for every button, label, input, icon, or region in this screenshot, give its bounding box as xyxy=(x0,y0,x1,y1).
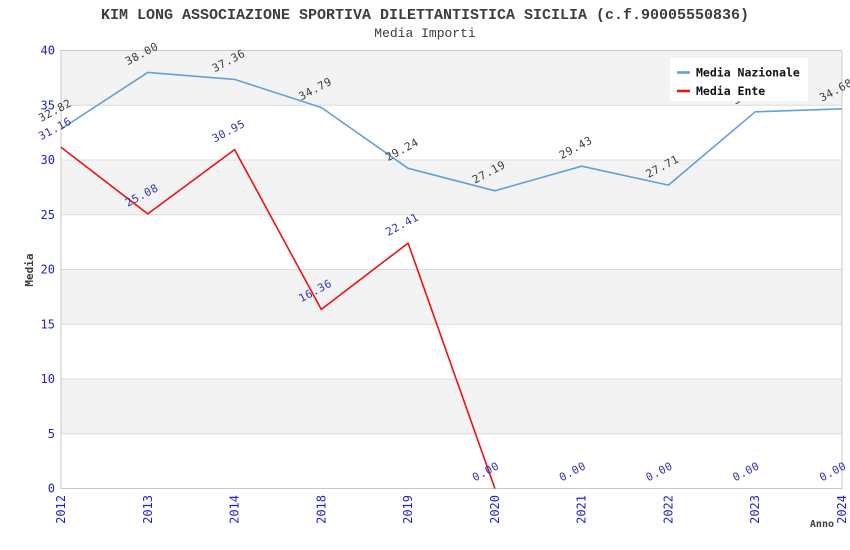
y-tick-label: 40 xyxy=(41,44,55,58)
x-axis-label: Anno xyxy=(810,519,834,530)
value-label: 29.43 xyxy=(557,134,595,162)
x-tick-label: 2021 xyxy=(575,495,589,524)
y-axis-label: Media xyxy=(23,253,36,286)
y-tick-label: 25 xyxy=(41,208,55,222)
grid-band xyxy=(61,379,842,434)
legend-label-1: Media Ente xyxy=(696,84,765,98)
y-tick-label: 35 xyxy=(41,98,55,112)
series-line-0 xyxy=(60,71,843,192)
x-tick-label: 2023 xyxy=(748,495,762,524)
chart-title: KIM LONG ASSOCIAZIONE SPORTIVA DILETTANT… xyxy=(100,7,750,24)
value-label: 0.00 xyxy=(644,459,675,484)
x-tick-label: 2014 xyxy=(228,495,242,524)
value-label: 30.95 xyxy=(210,117,248,145)
grid-band xyxy=(61,160,842,215)
y-tick-label: 15 xyxy=(41,317,55,331)
x-tick-label: 2020 xyxy=(488,495,502,524)
value-label: 0.00 xyxy=(731,459,762,484)
chart-subtitle: Media Importi xyxy=(374,26,476,41)
legend-label-0: Media Nazionale xyxy=(696,66,800,80)
x-tick-label: 2022 xyxy=(661,495,675,524)
x-tick-label: 2013 xyxy=(141,495,155,524)
value-label: 0.00 xyxy=(817,459,848,484)
y-tick-label: 30 xyxy=(41,153,55,167)
x-tick-label: 2024 xyxy=(835,495,849,524)
y-tick-label: 0 xyxy=(48,482,55,496)
y-tick-label: 5 xyxy=(48,427,55,441)
y-tick-label: 20 xyxy=(41,263,55,277)
series-line-1 xyxy=(60,146,496,489)
x-tick-label: 2019 xyxy=(401,495,415,524)
legend-box xyxy=(670,58,808,101)
grid-band xyxy=(61,269,842,325)
x-tick-label: 2018 xyxy=(314,495,328,524)
value-label: 0.00 xyxy=(557,459,588,484)
y-tick-label: 10 xyxy=(41,372,55,386)
plot-border xyxy=(60,50,843,489)
x-tick-label: 2012 xyxy=(54,495,68,524)
